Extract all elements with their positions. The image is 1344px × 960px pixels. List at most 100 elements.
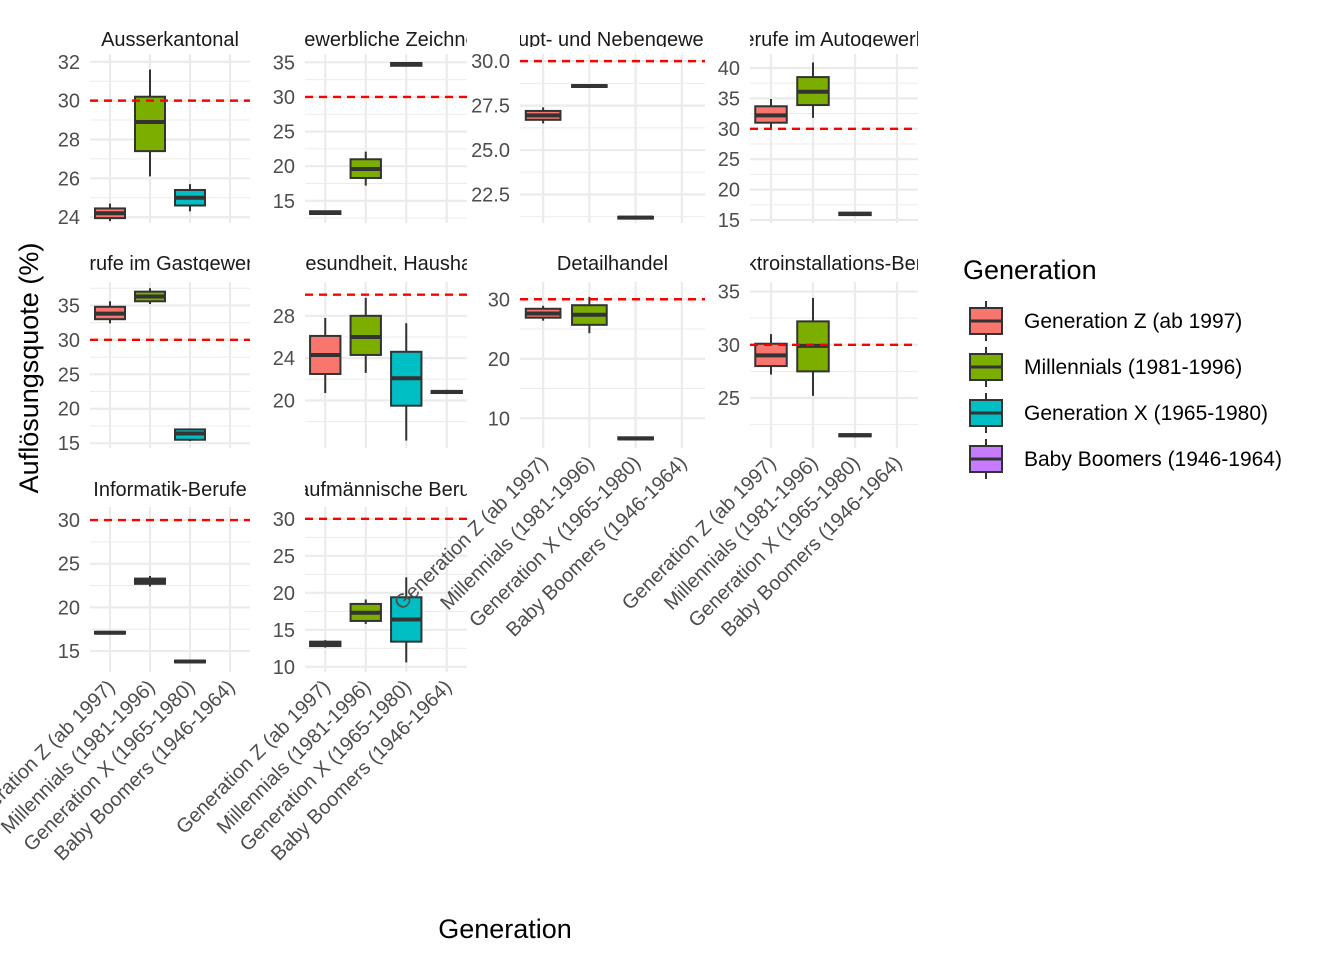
facet-panel: 20 24 28 Gesundheit, Haushalt bbox=[273, 253, 483, 448]
y-tick-label: 20 bbox=[718, 180, 740, 202]
y-tick-label: 20 bbox=[273, 583, 295, 605]
boxplot-box bbox=[94, 301, 126, 324]
y-tick-label: 25 bbox=[58, 364, 80, 386]
y-tick-label: 30 bbox=[58, 510, 80, 532]
y-tick-label: 35 bbox=[273, 52, 295, 74]
y-tick-label: 35 bbox=[718, 88, 740, 110]
y-tick-label: 25 bbox=[273, 546, 295, 568]
boxplot-box bbox=[309, 317, 342, 394]
facet-strip-title: Gewerbliche Zeichner bbox=[289, 29, 484, 51]
boxplot-box bbox=[349, 599, 382, 624]
y-tick-label: 15 bbox=[58, 641, 80, 663]
boxplot-box bbox=[617, 436, 654, 441]
y-tick-label: 15 bbox=[273, 620, 295, 642]
y-tick-label: 30 bbox=[58, 330, 80, 352]
boxplot-box bbox=[174, 659, 206, 664]
boxplot-box bbox=[796, 297, 830, 396]
boxplot-box bbox=[174, 428, 206, 442]
boxplot-box bbox=[349, 151, 382, 186]
facet-panel: 15 20 25 30 Informatik-Berufe bbox=[58, 479, 250, 672]
boxplot-box bbox=[134, 575, 166, 587]
legend-label: Millennials (1981-1996) bbox=[1024, 356, 1242, 379]
y-tick-label: 25 bbox=[718, 149, 740, 171]
boxplot-box bbox=[617, 215, 654, 220]
y-tick-label: 30 bbox=[58, 91, 80, 113]
y-tick-label: 20 bbox=[273, 156, 295, 178]
boxplot-box bbox=[524, 305, 562, 321]
facet-strip-title: Berufe im Gastgewerbe bbox=[65, 253, 275, 275]
y-tick-label: 35 bbox=[58, 295, 80, 317]
boxplot-box bbox=[309, 210, 342, 215]
facet-strip-title: Berufe im Autogewerbe bbox=[730, 29, 938, 51]
legend-entry: Generation X (1965-1980) bbox=[969, 393, 1268, 433]
legend-label: Baby Boomers (1946-1964) bbox=[1024, 448, 1282, 471]
y-tick-label: 20 bbox=[488, 349, 510, 371]
boxplot-box bbox=[174, 184, 206, 212]
facet-strip-title: Kaufmännische Berufe bbox=[285, 479, 487, 501]
y-tick-label: 27.5 bbox=[471, 96, 510, 118]
y-tick-label: 20 bbox=[58, 597, 80, 619]
facet-strip-title: Gesundheit, Haushalt bbox=[290, 253, 483, 275]
facet-strip-title: Haupt- und Nebengewerbe bbox=[492, 29, 732, 51]
y-tick-label: 30.0 bbox=[471, 51, 510, 73]
y-tick-label: 24 bbox=[58, 207, 80, 229]
y-tick-label: 25 bbox=[718, 388, 740, 410]
legend-title: Generation bbox=[963, 255, 1097, 285]
boxplot-box bbox=[349, 297, 382, 373]
boxplot-box bbox=[134, 288, 166, 305]
boxplot-box bbox=[524, 107, 562, 124]
boxplot-box bbox=[571, 84, 608, 89]
boxplot-box bbox=[94, 203, 126, 222]
legend-entry: Millennials (1981-1996) bbox=[969, 347, 1242, 387]
facet-panel: 10 15 20 25 30 Kaufmännische Berufe bbox=[273, 479, 487, 679]
y-tick-label: 10 bbox=[273, 657, 295, 679]
y-tick-label: 40 bbox=[718, 58, 740, 80]
legend-label: Generation X (1965-1980) bbox=[1024, 402, 1268, 425]
y-tick-label: 15 bbox=[718, 210, 740, 232]
boxplot-box bbox=[838, 433, 872, 438]
y-tick-label: 28 bbox=[273, 306, 295, 328]
y-tick-label: 15 bbox=[58, 433, 80, 455]
y-tick-label: 24 bbox=[273, 348, 295, 370]
y-tick-label: 25 bbox=[58, 554, 80, 576]
boxplot-box bbox=[94, 630, 126, 635]
legend: Generation Generation Z (ab 1997) Millenn… bbox=[963, 255, 1282, 479]
y-tick-label: 25 bbox=[273, 122, 295, 144]
facet-panels: 2426283032Ausserkantonal1520253035Gewerb… bbox=[58, 29, 950, 679]
facet-strip-title: Informatik-Berufe bbox=[93, 479, 246, 501]
boxplot-box bbox=[430, 389, 463, 395]
facet-strip-title: Detailhandel bbox=[557, 253, 668, 275]
facet-strip-title: Elektroinstallations-Berufe bbox=[718, 253, 950, 275]
boxplot-box bbox=[309, 640, 342, 648]
boxplot-box bbox=[390, 577, 423, 663]
y-tick-label: 30 bbox=[273, 87, 295, 109]
facet-panel: 15 20 25 30 35 Berufe im Gastgewerbe bbox=[58, 253, 275, 455]
y-tick-label: 30 bbox=[718, 119, 740, 141]
y-tick-label: 32 bbox=[58, 52, 80, 74]
legend-entry: Generation Z (ab 1997) bbox=[969, 301, 1242, 341]
y-tick-label: 15 bbox=[273, 191, 295, 213]
y-tick-label: 22.5 bbox=[471, 185, 510, 207]
y-tick-label: 25.0 bbox=[471, 140, 510, 162]
boxplot-box bbox=[571, 296, 608, 334]
y-tick-label: 10 bbox=[488, 408, 510, 430]
boxplot-box bbox=[796, 62, 830, 118]
y-tick-label: 28 bbox=[58, 129, 80, 151]
boxplot-box bbox=[134, 69, 166, 177]
facet-panel: 24 26 28 30 32 Ausserkantonal bbox=[58, 29, 250, 229]
legend-entry: Baby Boomers (1946-1964) bbox=[969, 439, 1282, 479]
y-tick-label: 26 bbox=[58, 168, 80, 190]
boxplot-box bbox=[390, 323, 423, 441]
y-tick-label: 30 bbox=[488, 289, 510, 311]
boxplot-box bbox=[390, 62, 423, 67]
y-tick-label: 20 bbox=[273, 390, 295, 412]
facet-panel: 15 20 25 30 35 40 Berufe im Autogewerbe bbox=[718, 29, 938, 232]
y-tick-label: 35 bbox=[718, 282, 740, 304]
y-axis-title: Auflösungsquote (%) bbox=[14, 243, 44, 494]
boxplot-box bbox=[838, 211, 872, 217]
x-axis-title: Generation bbox=[438, 914, 572, 944]
y-tick-label: 20 bbox=[58, 399, 80, 421]
